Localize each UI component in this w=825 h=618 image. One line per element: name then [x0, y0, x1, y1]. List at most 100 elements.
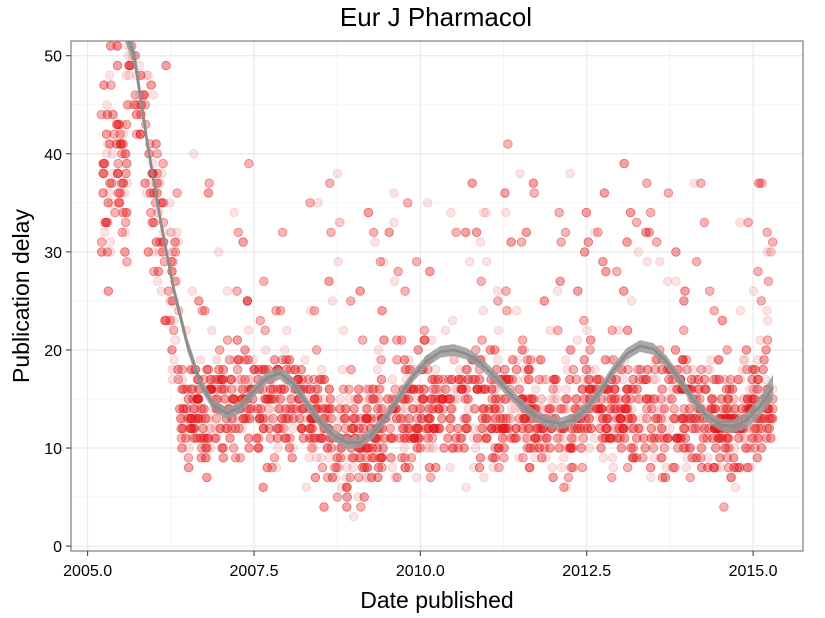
- data-point: [470, 374, 480, 385]
- data-point: [346, 364, 356, 375]
- data-point: [621, 394, 631, 404]
- data-point: [370, 384, 380, 394]
- data-point: [192, 394, 202, 404]
- data-point: [281, 433, 291, 443]
- data-point: [563, 443, 574, 453]
- data-point: [691, 413, 702, 424]
- data-point: [607, 325, 617, 336]
- data-point: [185, 423, 196, 434]
- data-point: [567, 433, 577, 443]
- data-point: [215, 423, 225, 434]
- data-point: [678, 355, 688, 365]
- data-point: [306, 423, 317, 434]
- data-point: [209, 374, 219, 385]
- data-point: [172, 227, 182, 238]
- data-point: [327, 472, 338, 483]
- data-point: [431, 423, 442, 434]
- data-point: [469, 433, 479, 443]
- data-point: [666, 394, 676, 404]
- data-point: [579, 355, 590, 365]
- data-point: [463, 394, 473, 404]
- data-point: [203, 188, 214, 198]
- data-point: [105, 237, 116, 247]
- data-point: [445, 413, 455, 424]
- data-point: [738, 355, 748, 365]
- data-point: [210, 423, 221, 434]
- data-point: [186, 423, 197, 434]
- data-point: [310, 472, 321, 483]
- data-point: [728, 394, 738, 404]
- data-point: [275, 423, 285, 434]
- data-point: [726, 404, 737, 414]
- data-point: [677, 413, 687, 424]
- data-point: [234, 355, 244, 365]
- data-point: [671, 247, 681, 257]
- data-point: [266, 394, 277, 404]
- data-point: [627, 404, 637, 414]
- data-point: [210, 433, 220, 443]
- data-point: [522, 433, 532, 443]
- data-point: [671, 247, 681, 257]
- data-point: [730, 482, 741, 493]
- data-point: [670, 345, 681, 355]
- data-point: [225, 433, 235, 443]
- data-point: [377, 306, 387, 316]
- data-point: [278, 423, 289, 434]
- data-point: [542, 433, 552, 443]
- data-point: [340, 413, 350, 424]
- data-point: [354, 472, 364, 483]
- data-point: [497, 423, 508, 434]
- data-point: [226, 374, 237, 385]
- data-point: [369, 227, 379, 238]
- data-point: [411, 472, 422, 483]
- data-point: [412, 443, 423, 453]
- data-point: [413, 384, 423, 394]
- data-point: [438, 394, 448, 404]
- data-point: [430, 374, 440, 385]
- data-point: [243, 355, 254, 365]
- data-point: [582, 423, 593, 434]
- data-point: [238, 384, 248, 394]
- data-point: [762, 227, 772, 238]
- data-point: [379, 433, 390, 443]
- data-point: [622, 325, 633, 336]
- data-point: [232, 335, 243, 345]
- data-point: [113, 41, 124, 51]
- data-point: [628, 443, 639, 453]
- data-point: [165, 296, 175, 306]
- data-point: [310, 433, 320, 443]
- data-point: [646, 423, 656, 434]
- data-point: [652, 237, 662, 247]
- data-point: [759, 355, 769, 365]
- data-point: [324, 453, 334, 463]
- data-point: [629, 423, 639, 434]
- data-point: [509, 433, 519, 443]
- data-point: [398, 413, 409, 424]
- data-point: [489, 384, 500, 394]
- data-point: [542, 404, 552, 414]
- data-point: [598, 433, 609, 443]
- data-point: [418, 413, 428, 424]
- data-point: [598, 257, 608, 267]
- data-point: [348, 512, 359, 522]
- data-point: [740, 433, 750, 443]
- data-point: [263, 413, 274, 424]
- data-point: [372, 404, 383, 414]
- data-point: [663, 433, 673, 443]
- data-point: [158, 158, 168, 169]
- data-point: [271, 462, 282, 473]
- data-point: [712, 462, 722, 473]
- data-point: [279, 384, 290, 394]
- data-point: [571, 394, 582, 404]
- data-point: [443, 433, 453, 443]
- data-point: [419, 384, 430, 394]
- data-point: [366, 394, 376, 404]
- data-point: [319, 502, 329, 512]
- data-point: [120, 207, 130, 218]
- data-point: [657, 384, 668, 394]
- data-point: [602, 433, 613, 443]
- data-point: [298, 433, 309, 443]
- data-point: [672, 433, 683, 443]
- data-point: [475, 237, 486, 247]
- data-point: [416, 413, 427, 424]
